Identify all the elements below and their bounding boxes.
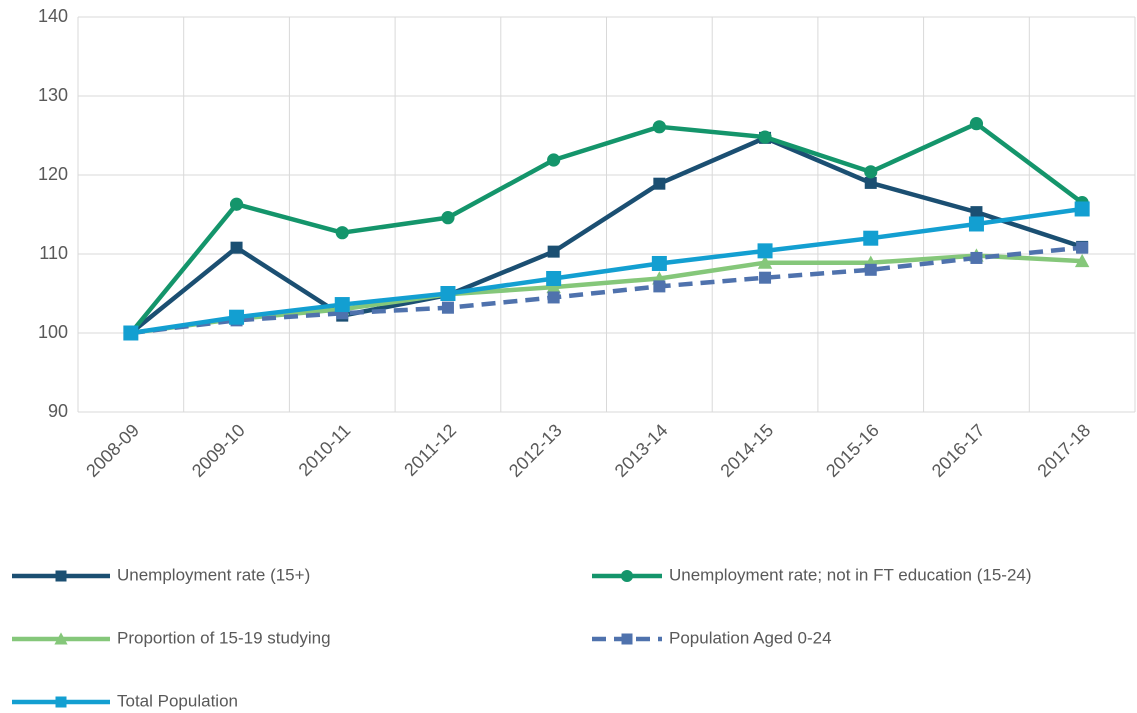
series-line xyxy=(129,135,1083,335)
y-tick-label: 100 xyxy=(38,322,68,342)
x-tick-label: 2009-10 xyxy=(188,420,249,481)
x-tick-label: 2011-12 xyxy=(400,420,460,480)
point xyxy=(864,263,877,276)
point xyxy=(1074,201,1090,217)
point xyxy=(653,177,666,190)
x-tick-label: 2014-15 xyxy=(716,420,777,481)
y-tick-label: 120 xyxy=(38,164,68,184)
point xyxy=(864,165,878,179)
point xyxy=(759,271,772,284)
y-tick-label: 90 xyxy=(48,401,68,421)
point xyxy=(546,270,562,286)
point xyxy=(334,297,350,313)
legend-label: Unemployment rate; not in FT education (… xyxy=(669,565,1032,584)
point xyxy=(547,245,560,258)
point xyxy=(968,216,984,232)
point xyxy=(547,153,561,167)
legend-label: Total Population xyxy=(117,691,238,710)
point xyxy=(864,176,877,189)
point xyxy=(970,251,983,264)
point xyxy=(653,280,666,293)
point xyxy=(441,301,454,314)
series-line xyxy=(130,206,1083,336)
y-tick-label: 110 xyxy=(39,243,68,263)
point xyxy=(440,286,456,301)
point xyxy=(123,325,139,341)
series-line xyxy=(130,245,1083,336)
legend-marker xyxy=(55,696,67,708)
point xyxy=(970,206,983,219)
point xyxy=(229,309,245,325)
x-tick-label: 2015-16 xyxy=(822,420,883,481)
legend-marker xyxy=(620,569,634,583)
point xyxy=(757,243,773,259)
point xyxy=(758,130,772,144)
point xyxy=(1074,253,1090,268)
legend-label: Proportion of 15-19 studying xyxy=(117,628,331,647)
point xyxy=(652,120,666,134)
point xyxy=(547,291,560,304)
legend-marker xyxy=(621,633,633,645)
point xyxy=(1076,241,1089,254)
point xyxy=(651,255,667,271)
series-line xyxy=(130,253,1083,336)
x-tick-label: 2016-17 xyxy=(928,420,989,481)
series xyxy=(123,201,1090,341)
x-tick-label: 2010-11 xyxy=(295,420,355,480)
legend-label: Population Aged 0-24 xyxy=(669,628,832,647)
x-tick-label: 2012-13 xyxy=(505,420,566,481)
point xyxy=(229,197,244,211)
point xyxy=(969,117,984,131)
y-tick-label: 130 xyxy=(38,85,68,105)
series-line xyxy=(129,121,1084,335)
x-tick-label: 2008-09 xyxy=(82,420,143,481)
point xyxy=(863,230,879,246)
point xyxy=(441,211,455,225)
x-tick-label: 2013-14 xyxy=(611,420,672,481)
y-tick-label: 140 xyxy=(38,6,68,26)
point xyxy=(230,241,243,254)
legend-marker xyxy=(54,632,68,645)
legend-label: Unemployment rate (15+) xyxy=(117,565,310,584)
legend-marker xyxy=(55,570,67,582)
point xyxy=(757,255,773,269)
point xyxy=(546,279,561,294)
point xyxy=(335,226,349,240)
x-tick-label: 2017-18 xyxy=(1033,420,1094,481)
